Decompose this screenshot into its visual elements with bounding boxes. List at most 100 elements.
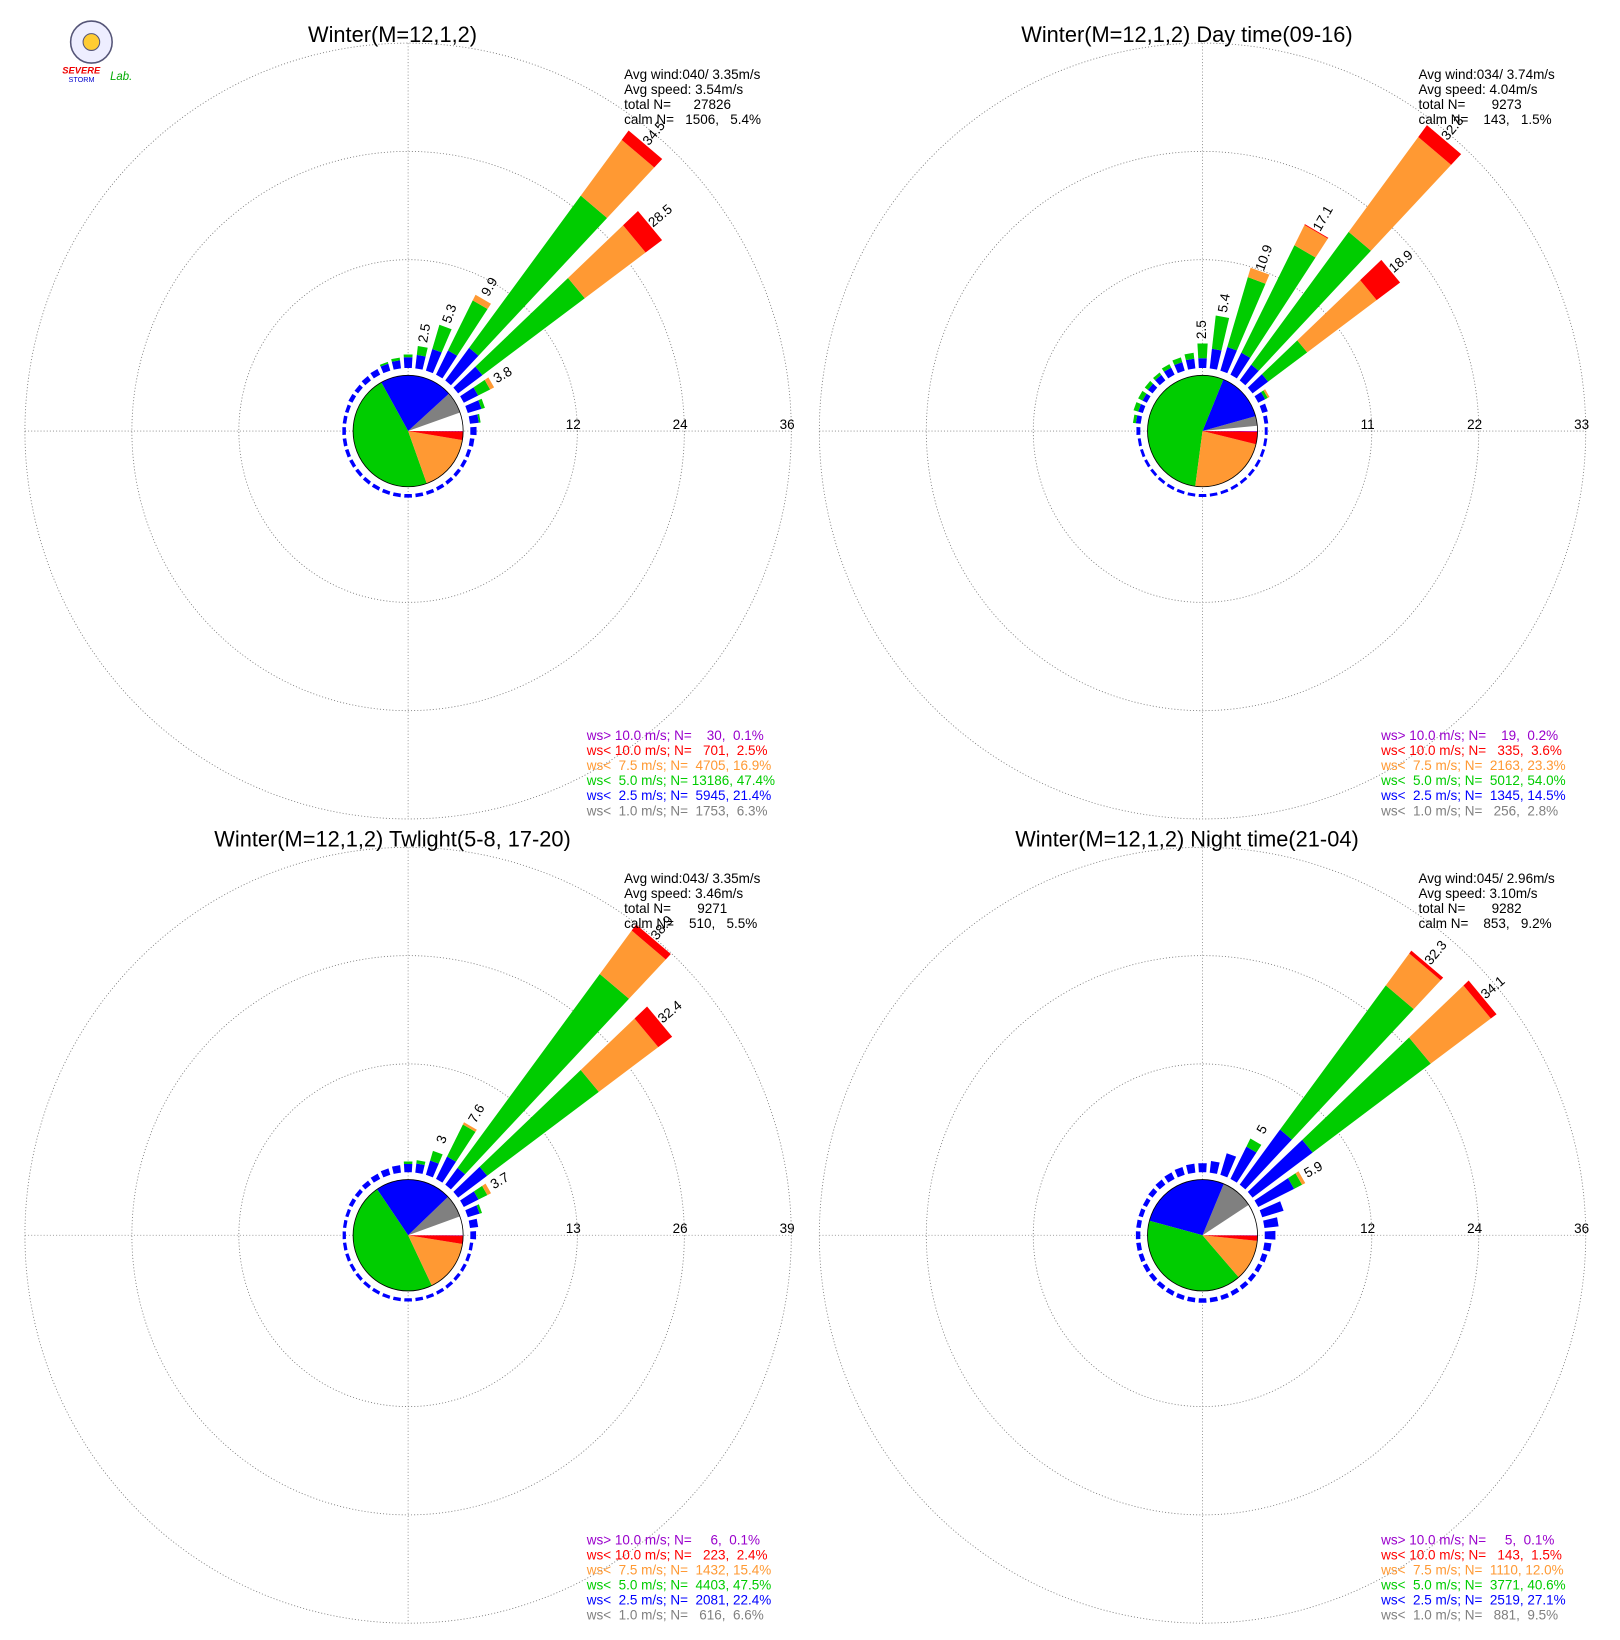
legend-entry: ws< 5.0 m/s; N= 5012, 54.0% xyxy=(1380,773,1566,788)
spoke-segment xyxy=(1360,259,1401,301)
spoke-segment xyxy=(1138,390,1147,401)
spoke-segment xyxy=(1172,357,1183,366)
grid-ring xyxy=(24,42,792,820)
spoke-segment xyxy=(1186,1163,1196,1174)
spoke-segment xyxy=(1247,1272,1257,1282)
spoke-segment xyxy=(1148,1272,1158,1282)
spoke-segment xyxy=(1263,415,1269,424)
spoke-segment xyxy=(1239,1281,1249,1290)
spoke-segment xyxy=(342,438,348,447)
grid-ring xyxy=(1032,1063,1373,1408)
spoke-segment xyxy=(1142,1263,1151,1273)
spoke-segment xyxy=(391,360,401,370)
pie-slice xyxy=(1195,431,1257,487)
stats-line: total N= 9273 xyxy=(1419,97,1522,112)
spoke-segment xyxy=(468,414,479,424)
spoke-segment xyxy=(1254,1178,1295,1208)
spoke-segment xyxy=(453,468,461,477)
spoke-segment xyxy=(1247,374,1269,394)
legend-entry: ws< 2.5 m/s; N= 2519, 27.1% xyxy=(1380,1592,1566,1607)
spoke-segment xyxy=(445,347,479,386)
spoke-segment xyxy=(465,1205,480,1218)
spoke-segment xyxy=(621,130,663,168)
spoke-segment xyxy=(355,1272,363,1281)
spoke-segment xyxy=(1174,1167,1185,1178)
pie-slice xyxy=(408,431,463,484)
spoke-label: 5.4 xyxy=(1215,292,1233,314)
legend-entry: ws< 1.0 m/s; N= 1753, 6.3% xyxy=(586,803,768,818)
spoke-segment xyxy=(1259,1253,1268,1263)
spoke-segment xyxy=(416,1160,426,1165)
spoke-segment xyxy=(1135,1231,1141,1240)
legend-entry: ws< 5.0 m/s; N= 13186, 47.4% xyxy=(586,773,775,788)
spoke-segment xyxy=(1239,364,1259,386)
grid-ring xyxy=(238,1063,578,1408)
grid-ring xyxy=(1032,259,1373,603)
spoke-segment xyxy=(342,427,346,435)
spoke-segment xyxy=(344,404,351,414)
spoke-segment xyxy=(465,1253,471,1262)
legend-entry: ws> 10.0 m/s; N= 30, 0.1% xyxy=(586,728,764,743)
spoke-segment xyxy=(445,1281,454,1289)
spoke-segment xyxy=(371,483,381,491)
spoke-segment xyxy=(348,393,357,403)
legend-entry: ws< 2.5 m/s; N= 2081, 22.4% xyxy=(586,1592,772,1607)
spoke-segment xyxy=(342,415,348,424)
legend-entry: ws< 7.5 m/s; N= 1110, 12.0% xyxy=(1380,1562,1564,1577)
spoke-segment xyxy=(1157,476,1166,485)
legend-entry: ws< 10.0 m/s; N= 143, 1.5% xyxy=(1380,1547,1562,1562)
spoke-segment xyxy=(1220,1293,1230,1301)
spoke-segment xyxy=(436,1156,457,1183)
spoke-segment xyxy=(1176,488,1185,495)
spoke-segment xyxy=(1259,1201,1284,1218)
spoke-segment xyxy=(436,1287,445,1295)
spoke-segment xyxy=(404,493,413,498)
spoke-segment xyxy=(425,1293,435,1299)
spoke-segment xyxy=(1209,492,1218,497)
stats-line: Avg wind:043/ 3.35m/s xyxy=(624,871,760,886)
legend-entry: ws< 5.0 m/s; N= 3771, 40.6% xyxy=(1380,1577,1566,1592)
pie-slice xyxy=(1202,1235,1258,1278)
spoke-segment xyxy=(342,1242,348,1251)
spoke-segment xyxy=(631,924,671,960)
spoke-segment xyxy=(1239,1129,1292,1190)
spoke-segment xyxy=(468,1218,479,1229)
spoke-segment xyxy=(1263,438,1268,447)
spoke-segment xyxy=(1302,1037,1431,1153)
wind-rose: 12 24 362.55.39.934.528.53.8Winter(M=12,1,… xyxy=(24,22,795,820)
spoke-segment xyxy=(484,377,495,390)
spoke-segment xyxy=(599,930,666,999)
spoke-segment xyxy=(1198,1163,1207,1173)
spoke-segment xyxy=(404,1298,413,1302)
spoke-segment xyxy=(349,1263,357,1272)
grid-ring xyxy=(925,150,1480,712)
spoke-segment xyxy=(634,1006,673,1048)
spoke-label: 9.9 xyxy=(478,275,500,299)
spoke-segment xyxy=(1230,1287,1240,1296)
spoke-segment xyxy=(344,449,351,458)
spoke-label: 17.1 xyxy=(1310,203,1336,234)
stats-line: calm N= 510, 5.5% xyxy=(624,916,757,931)
pie-slice xyxy=(408,431,464,441)
spoke-segment xyxy=(1230,352,1251,379)
spoke-segment xyxy=(392,492,401,498)
spoke-segment xyxy=(403,354,413,358)
spoke-segment xyxy=(1230,483,1239,491)
spoke-segment xyxy=(1138,1253,1146,1263)
spoke-segment xyxy=(1136,1242,1142,1251)
spoke-segment xyxy=(1150,468,1158,477)
r-tick-label: 36 xyxy=(1574,1221,1589,1236)
spoke-segment xyxy=(1165,1287,1175,1296)
spoke-segment xyxy=(436,483,445,491)
r-tick-label: 13 xyxy=(566,1221,581,1236)
spoke-label: 10.9 xyxy=(1252,243,1275,273)
spoke-label: 2.5 xyxy=(415,322,433,343)
chart-title: Winter(M=12,1,2) Twlight(5-8, 17-20) xyxy=(214,826,570,851)
spoke-segment xyxy=(462,1122,477,1132)
spoke-segment xyxy=(355,468,363,477)
pie-slice xyxy=(408,1196,460,1236)
spoke-segment xyxy=(468,1242,474,1251)
spoke-segment xyxy=(465,400,482,414)
spoke-segment xyxy=(1138,1208,1146,1218)
